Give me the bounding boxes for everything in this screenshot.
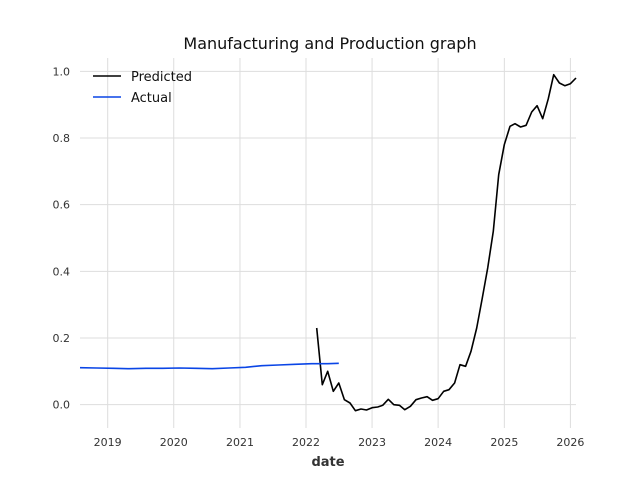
x-axis-label: date [311,455,344,470]
legend-label-predicted: Predicted [131,70,192,85]
y-tick-labels: 0.0 0.2 0.4 0.6 0.8 1.0 [53,65,71,411]
x-tick-label: 2021 [226,436,254,449]
chart-title: Manufacturing and Production graph [183,34,476,53]
series-line-actual [79,362,339,370]
y-tick-label: 0.2 [53,332,71,345]
y-tick-label: 1.0 [53,65,71,78]
series-layer [79,73,577,412]
x-tick-label: 2026 [556,436,584,449]
y-grid [80,70,576,406]
x-tick-label: 2024 [424,436,452,449]
x-tick-labels: 2019 2020 2021 2022 2023 2024 2025 2026 [94,436,585,449]
x-tick-label: 2023 [358,436,386,449]
x-tick-label: 2020 [160,436,188,449]
legend-label-actual: Actual [131,91,172,106]
y-tick-label: 0.6 [53,199,71,212]
x-tick-label: 2022 [292,436,320,449]
x-grid [107,58,571,428]
y-tick-label: 0.0 [53,399,71,412]
y-tick-label: 0.4 [53,265,71,278]
series-line-predicted [315,73,577,412]
y-tick-label: 0.8 [53,132,71,145]
legend: Predicted Actual [93,70,192,106]
x-tick-label: 2025 [490,436,518,449]
x-tick-label: 2019 [94,436,122,449]
